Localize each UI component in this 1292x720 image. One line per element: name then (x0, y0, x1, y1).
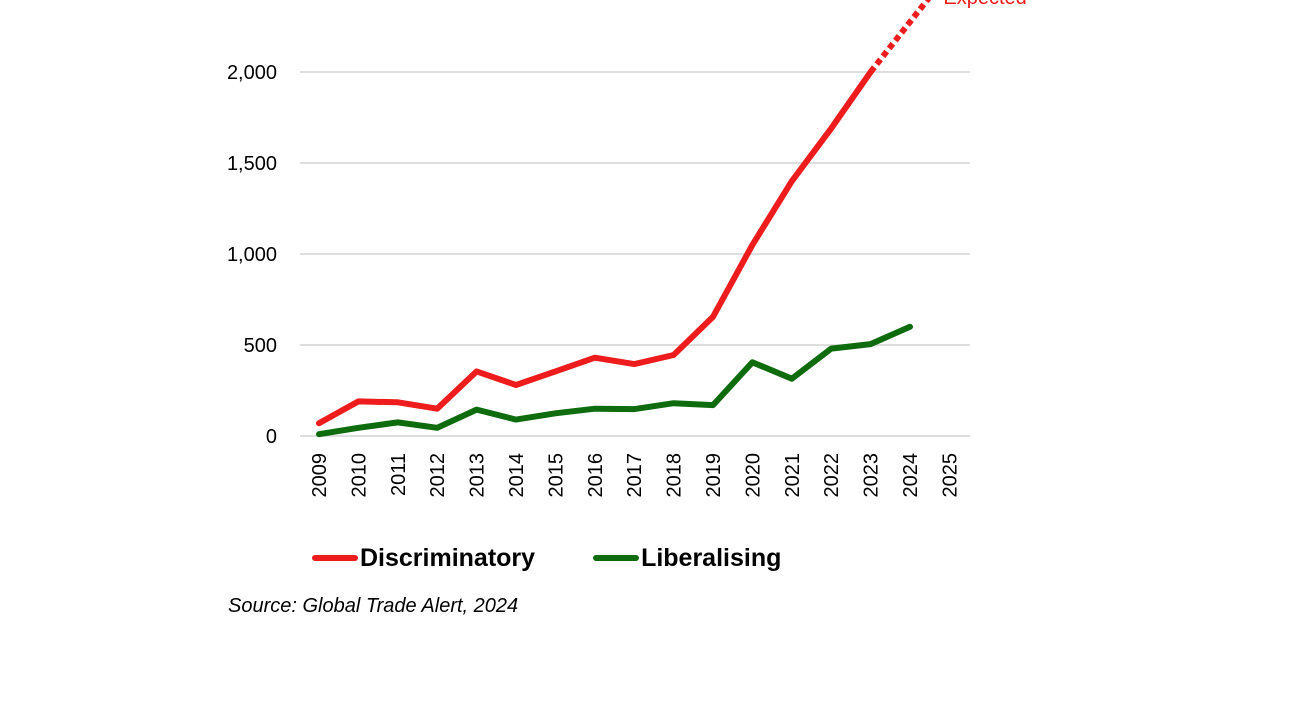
annotations: Expected (943, 0, 1026, 9)
x-tick-label: 2010 (348, 453, 370, 498)
y-axis-ticks: 0 500 1,000 1,500 2,000 (227, 62, 277, 448)
legend-swatch-liberalising (593, 555, 640, 561)
series-line-discriminatory (316, 69, 874, 427)
legend: Discriminatory Liberalising (312, 538, 839, 578)
legend-item-liberalising: Liberalising (593, 544, 781, 573)
legend-swatch-discriminatory (312, 555, 358, 561)
x-tick-label: 2013 (467, 453, 489, 498)
x-tick-label: 2012 (427, 453, 449, 498)
x-tick-label: 2009 (309, 453, 331, 498)
y-tick-label: 500 (244, 335, 277, 357)
y-tick-label: 2,000 (227, 62, 277, 84)
x-tick-label: 2016 (585, 453, 607, 498)
y-tick-label: 1,000 (227, 244, 277, 266)
x-tick-label: 2024 (900, 453, 922, 498)
y-tick-label: 1,500 (227, 153, 277, 175)
x-tick-label: 2014 (506, 453, 528, 498)
series-line-liberalising (316, 323, 913, 438)
x-tick-label: 2022 (821, 453, 843, 498)
x-tick-label: 2025 (939, 453, 961, 498)
x-tick-label: 2017 (624, 453, 646, 498)
expected-annotation: Expected (943, 0, 1026, 9)
x-axis-ticks: 2009 2010 2011 2012 2013 2014 2015 2016 2017 2018… (309, 453, 961, 498)
x-tick-label: 2021 (782, 453, 804, 498)
legend-label-liberalising: Liberalising (641, 543, 782, 572)
x-tick-label: 2015 (545, 453, 567, 498)
x-tick-label: 2023 (861, 453, 883, 498)
source-note: Source: Global Trade Alert, 2024 (228, 595, 519, 617)
gridlines (300, 71, 970, 437)
y-tick-label: 0 (266, 426, 277, 448)
legend-label-discriminatory: Discriminatory (360, 543, 536, 572)
legend-item-discriminatory: Discriminatory (312, 544, 535, 573)
series-lines (316, 0, 932, 438)
projection-line-discriminatory (868, 0, 932, 74)
x-tick-label: 2020 (742, 453, 764, 498)
x-tick-label: 2019 (703, 453, 725, 498)
x-tick-label: 2011 (388, 453, 410, 496)
x-tick-label: 2018 (664, 453, 686, 498)
